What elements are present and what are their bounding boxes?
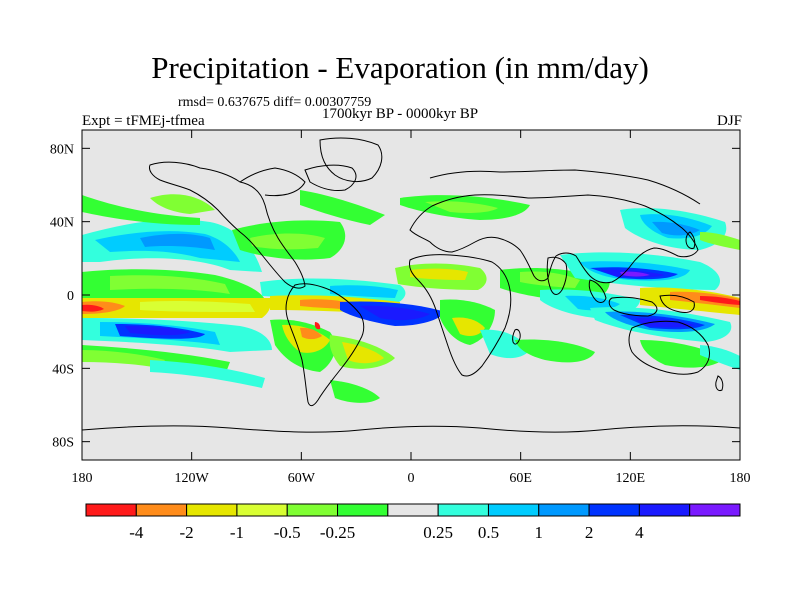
colorbar-label: 0.25	[423, 523, 453, 542]
experiment-label: Expt = tFMEj-tfmea	[82, 113, 205, 129]
lon-tick-label: 180	[730, 471, 751, 486]
colorbar-swatch	[588, 503, 640, 517]
period-label: 1700kyr BP - 0000kyr BP	[322, 106, 479, 122]
colorbar-swatch	[437, 503, 489, 517]
colorbar-label: -1	[230, 523, 244, 542]
stats-text: rmsd= 0.637675 diff= 0.00307759	[178, 95, 372, 110]
colorbar-swatch	[286, 503, 339, 517]
lat-tick-label: 80N	[50, 142, 74, 157]
lat-tick-label: 40N	[50, 216, 74, 231]
colorbar-swatch	[638, 503, 691, 517]
coastlines	[82, 137, 740, 433]
colorbar-label: -4	[129, 523, 144, 542]
lon-tick-label: 120E	[616, 471, 646, 486]
colorbar-label: -2	[180, 523, 194, 542]
colorbar-label: -0.5	[274, 523, 301, 542]
colorbar-swatch	[186, 503, 238, 517]
colorbar-swatch	[387, 503, 439, 517]
colorbar-swatch	[337, 503, 389, 517]
colorbar-swatch	[135, 503, 188, 517]
field-layer	[82, 190, 740, 403]
colorbar-label: 4	[635, 523, 644, 542]
lon-tick-label: 60E	[509, 471, 532, 486]
colorbar-label: 0.5	[478, 523, 499, 542]
lon-tick-label: 0	[408, 471, 415, 486]
colorbar-label: 1	[535, 523, 544, 542]
colorbar-swatch	[487, 503, 540, 517]
colorbar-swatch	[538, 503, 590, 517]
lon-tick-label: 60W	[288, 471, 316, 486]
axis-ticks: 80N 40N 0 40S 80S 180 120W 60W 0 60E 120E 180	[50, 130, 751, 486]
lat-tick-label: 40S	[52, 362, 74, 377]
colorbar: -4 -2 -1 -0.5 -0.25 0.25 0.5 1 2 4	[85, 503, 741, 542]
lon-tick-label: 120W	[175, 471, 210, 486]
colorbar-swatch	[689, 503, 741, 517]
lat-tick-label: 0	[67, 289, 74, 304]
colorbar-swatch	[85, 503, 137, 517]
season-label: DJF	[716, 113, 742, 129]
colorbar-swatch	[236, 503, 288, 517]
lat-tick-label: 80S	[52, 436, 74, 451]
map-title: Precipitation - Evaporation (in mm/day)	[151, 50, 649, 85]
lon-tick-label: 180	[72, 471, 93, 486]
colorbar-label: 2	[585, 523, 594, 542]
colorbar-label: -0.25	[320, 523, 355, 542]
